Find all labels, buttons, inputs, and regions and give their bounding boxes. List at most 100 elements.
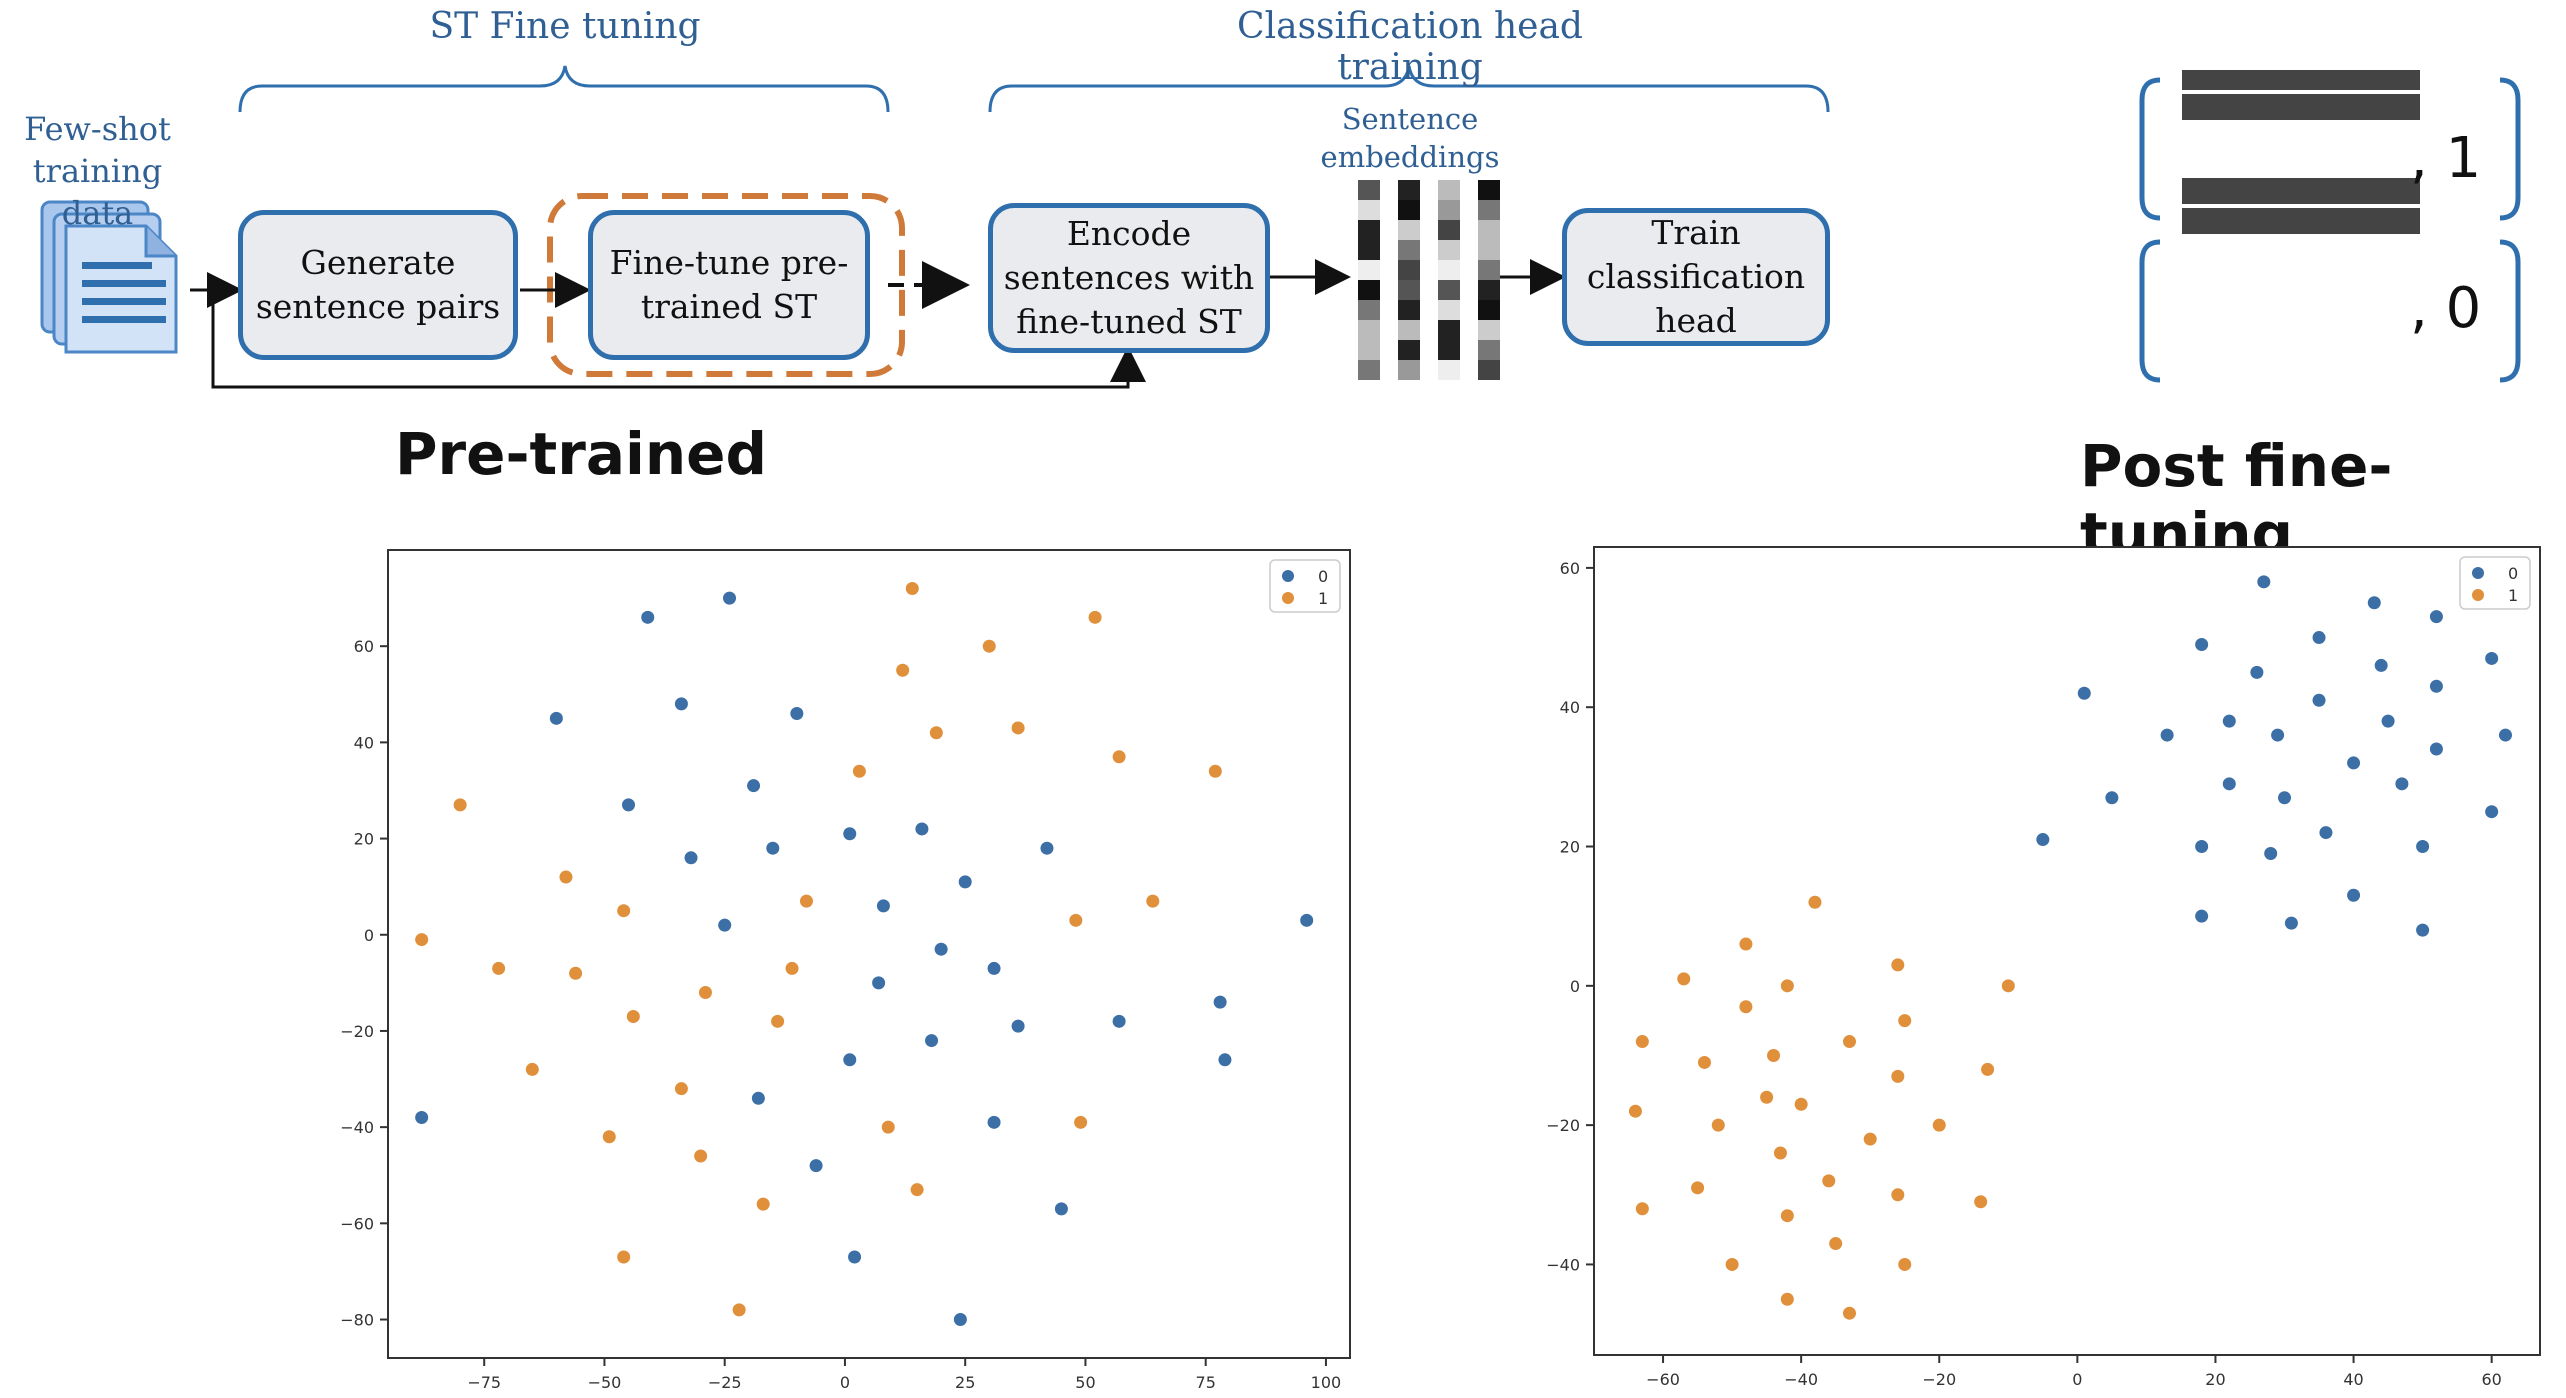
example-cell <box>2199 208 2216 234</box>
embedding-cell <box>1438 220 1460 240</box>
example-cell <box>2318 178 2335 204</box>
train-classification-head-box: Train classification head <box>1562 208 1830 346</box>
scatter-point-class-0 <box>2271 728 2285 742</box>
pretrained-title: Pre-trained <box>395 420 768 488</box>
legend-label: 1 <box>1318 589 1328 608</box>
example-cell <box>2182 70 2199 90</box>
legend-box <box>1269 559 1341 613</box>
embedding-cell <box>1398 320 1420 340</box>
scatter-point-class-1 <box>1891 1069 1905 1083</box>
example-cell <box>2318 208 2335 234</box>
scatter-point-class-0 <box>1054 1202 1068 1216</box>
scatter-point-class-1 <box>1932 1118 1946 1132</box>
embedding-cell <box>1438 180 1460 200</box>
embedding-cell <box>1358 180 1380 200</box>
scatter-point-class-1 <box>1767 1048 1781 1062</box>
group-label-classification-head: Classification head training <box>1237 6 1583 88</box>
scatter-point-class-0 <box>2077 686 2091 700</box>
scatter-point-class-1 <box>756 1197 770 1211</box>
example-label-1: , 1 <box>2410 126 2482 191</box>
scatter-point-class-0 <box>2347 888 2361 902</box>
scatter-point-class-0 <box>915 822 929 836</box>
example-cell <box>2386 94 2403 120</box>
example-cell <box>2386 208 2403 234</box>
scatter-point-class-1 <box>1739 1000 1753 1014</box>
scatter-point-class-1 <box>1635 1202 1649 1216</box>
scatter-point-class-1 <box>799 894 813 908</box>
scatter-point-class-0 <box>1300 913 1314 927</box>
embedding-cell <box>1478 300 1500 320</box>
pipeline-diagram <box>40 65 1830 389</box>
y-tick-label: −40 <box>340 1118 374 1137</box>
scatter-point-class-1 <box>569 966 583 980</box>
scatter-point-class-1 <box>694 1149 708 1163</box>
scatter-point-class-0 <box>2222 714 2236 728</box>
embedding-cell <box>1478 360 1500 380</box>
sentence-embeddings-grid <box>1358 180 1500 380</box>
example-cell <box>2267 94 2284 120</box>
scatter-point-class-0 <box>1011 1019 1025 1033</box>
scatter-point-class-1 <box>1780 979 1794 993</box>
scatter-point-class-0 <box>876 899 890 913</box>
scatter-point-class-0 <box>2312 693 2326 707</box>
scatter-point-class-1 <box>1780 1292 1794 1306</box>
scatter-point-class-0 <box>718 918 732 932</box>
embedding-cell <box>1478 180 1500 200</box>
example-cell <box>2335 70 2352 90</box>
finetune-highlight <box>547 193 905 377</box>
scatter-point-class-0 <box>723 591 737 605</box>
example-cell <box>2369 178 2386 204</box>
example-cell <box>2216 178 2233 204</box>
example-cell <box>2352 94 2369 120</box>
scatter-point-class-1 <box>1981 1062 1995 1076</box>
x-tick-label: 0 <box>840 1373 850 1392</box>
scatter-point-class-1 <box>1146 894 1160 908</box>
example-cell <box>2352 70 2369 90</box>
embedding-cell <box>1398 240 1420 260</box>
scatter-point-class-0 <box>843 1053 857 1067</box>
classification-head-bracket <box>988 65 1830 113</box>
scatter-point-class-0 <box>2429 679 2443 693</box>
scatter-point-class-0 <box>2429 610 2443 624</box>
scatter-point-class-0 <box>641 610 655 624</box>
scatter-point-class-0 <box>2312 631 2326 645</box>
scatter-point-class-0 <box>958 875 972 889</box>
x-tick-label: 20 <box>2205 1370 2225 1389</box>
scatter-point-class-1 <box>905 581 919 595</box>
scatter-point-class-1 <box>1711 1118 1725 1132</box>
embedding-cell <box>1398 220 1420 240</box>
scatter-point-class-0 <box>2416 923 2430 937</box>
example-cell <box>2301 94 2318 120</box>
embedding-cell <box>1478 340 1500 360</box>
scatter-point-class-0 <box>2195 909 2209 923</box>
scatter-point-class-0 <box>1112 1014 1126 1028</box>
scatter-point-class-0 <box>2257 575 2271 589</box>
scatter-point-class-0 <box>987 961 1001 975</box>
embedding-cell <box>1398 280 1420 300</box>
document-stack-icon <box>40 200 178 354</box>
example-cell <box>2369 94 2386 120</box>
scatter-point-class-1 <box>1808 895 1822 909</box>
scatter-point-class-1 <box>785 961 799 975</box>
scatter-point-class-1 <box>2001 979 2015 993</box>
embedding-cell <box>1358 240 1380 260</box>
scatter-point-class-1 <box>1628 1104 1642 1118</box>
embedding-cell <box>1478 220 1500 240</box>
scatter-point-class-0 <box>2367 596 2381 610</box>
x-tick-label: 75 <box>1196 1373 1216 1392</box>
plot-frame <box>1593 546 2541 1356</box>
scatter-point-class-1 <box>626 1010 640 1024</box>
scatter-point-class-1 <box>1829 1237 1843 1251</box>
x-tick-label: −75 <box>467 1373 501 1392</box>
legend-marker <box>1282 570 1294 582</box>
legend-label: 1 <box>2508 586 2518 605</box>
scatter-point-class-0 <box>2264 846 2278 860</box>
scatter-point-class-0 <box>934 942 948 956</box>
scatter-point-class-0 <box>2105 791 2119 805</box>
legend-marker <box>1282 592 1294 604</box>
scatter-point-class-1 <box>1898 1257 1912 1271</box>
scatter-point-class-1 <box>1794 1097 1808 1111</box>
embedding-cell <box>1478 200 1500 220</box>
legend-marker <box>2472 567 2484 579</box>
embedding-cell <box>1358 220 1380 240</box>
